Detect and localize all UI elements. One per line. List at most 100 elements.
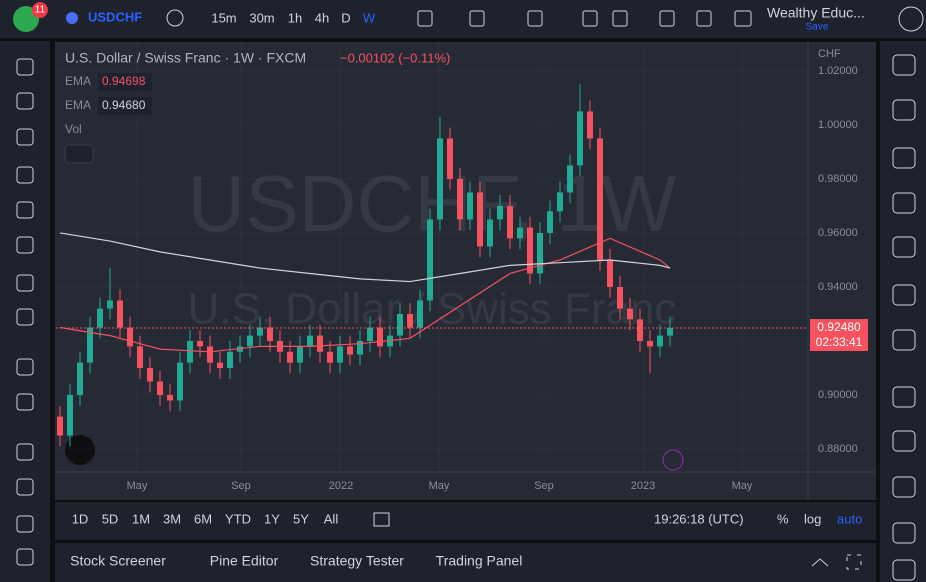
save[interactable]: Save [806, 22, 829, 33]
widget-icon[interactable] [892, 559, 916, 581]
panel-tab[interactable]: Strategy Tester [310, 553, 404, 569]
tool-icon[interactable] [16, 548, 34, 566]
timeframe[interactable]: 4h [315, 10, 329, 25]
candle-body [547, 211, 553, 233]
timeframe[interactable]: W [363, 10, 376, 25]
tool-icon[interactable] [16, 58, 34, 76]
maximize-panel[interactable] [846, 554, 862, 570]
tool-icon[interactable] [16, 92, 34, 110]
candle-body [467, 192, 473, 220]
candle-body [217, 362, 223, 369]
toolbar-icon[interactable] [696, 10, 712, 27]
candle-body [167, 395, 173, 401]
widget-icon[interactable] [892, 430, 916, 452]
candle-body [597, 138, 603, 260]
tool-icon[interactable] [16, 358, 34, 376]
candle-body [377, 327, 383, 347]
widget-icon[interactable] [892, 284, 916, 306]
range-button[interactable]: 5Y [293, 511, 309, 526]
x-tick-label: May [732, 480, 753, 492]
tool-icon[interactable] [16, 166, 34, 184]
candle-body [57, 416, 63, 436]
toolbar-icon[interactable] [527, 10, 543, 27]
panel-tab[interactable]: Trading Panel [436, 553, 523, 569]
auto-toggle[interactable]: auto [837, 511, 862, 526]
account[interactable]: Wealthy Educ... [767, 5, 865, 21]
tool-icon[interactable] [16, 308, 34, 326]
widget-icon[interactable] [892, 476, 916, 498]
candle-body [157, 381, 163, 396]
user-icon[interactable] [898, 6, 924, 32]
widget-icon[interactable] [892, 236, 916, 258]
tool-icon[interactable] [16, 443, 34, 461]
expand-panel[interactable] [811, 558, 829, 567]
toolbar-icon[interactable] [417, 10, 433, 27]
chart-pane [55, 42, 876, 500]
x-tick-label: May [127, 480, 148, 492]
ema-line [59, 232, 671, 283]
x-tick-label: May [429, 480, 450, 492]
percent-toggle[interactable]: % [777, 511, 789, 526]
tv-logo[interactable] [65, 435, 95, 465]
bottom-panel [55, 543, 876, 582]
tool-icon[interactable] [16, 274, 34, 292]
tool-icon[interactable] [16, 201, 34, 219]
log-toggle[interactable]: log [804, 511, 821, 526]
timeframe[interactable]: 1h [288, 10, 302, 25]
range-button[interactable]: All [324, 511, 339, 526]
toolbar-icon[interactable] [659, 10, 675, 27]
range-button[interactable]: 1Y [264, 511, 280, 526]
candle-body [617, 286, 623, 309]
candle-body [407, 313, 413, 328]
candle-body [287, 351, 293, 363]
layout-icon[interactable] [734, 10, 752, 27]
tool-icon[interactable] [16, 393, 34, 411]
widget-icon[interactable] [892, 329, 916, 351]
date-range-icon[interactable] [373, 512, 390, 527]
range-button[interactable]: 3M [163, 511, 181, 526]
candle-body [437, 138, 443, 220]
candle-body [247, 335, 253, 347]
widget-icon[interactable] [892, 147, 916, 169]
collapse-legend[interactable] [64, 144, 94, 164]
symbol[interactable]: USDCHF [88, 9, 142, 24]
panel-tab[interactable]: Pine Editor [210, 553, 279, 569]
toolbar-icon[interactable] [469, 10, 485, 27]
price-label: 0.92480 [817, 320, 861, 334]
tool-icon[interactable] [16, 236, 34, 254]
range-button[interactable]: 5D [102, 511, 119, 526]
tool-icon[interactable] [16, 128, 34, 146]
widget-icon[interactable] [892, 522, 916, 544]
range-button[interactable]: 1M [132, 511, 150, 526]
range-bar [55, 502, 876, 540]
candle-body [77, 362, 83, 396]
range-button[interactable]: 6M [194, 511, 212, 526]
timeframe[interactable]: 15m [211, 10, 236, 25]
x-tick-label: 2022 [329, 480, 353, 492]
candle-body [537, 232, 543, 274]
candle-body [257, 327, 263, 336]
widget-icon[interactable] [892, 386, 916, 408]
timeframe[interactable]: 30m [249, 10, 274, 25]
toolbar-icon[interactable] [612, 10, 628, 27]
toolbar-icon[interactable] [582, 10, 598, 27]
widget-icon[interactable] [892, 99, 916, 121]
range-button[interactable]: 1D [72, 511, 89, 526]
event-icon[interactable] [662, 449, 684, 471]
panel-tab[interactable]: Stock Screener [70, 553, 166, 569]
tool-icon[interactable] [16, 515, 34, 533]
tool-icon[interactable] [16, 478, 34, 496]
widget-icon[interactable] [892, 192, 916, 214]
y-tick-label: 1.00000 [818, 119, 858, 131]
timeframe[interactable]: D [341, 10, 350, 25]
candle-body [487, 219, 493, 247]
add-symbol[interactable] [166, 9, 184, 27]
badge [32, 2, 48, 18]
widget-icon[interactable] [892, 54, 916, 76]
candle-body [667, 328, 673, 336]
flag-icon [66, 12, 78, 24]
legend-change: −0.00102 (−0.11%) [340, 50, 450, 65]
candle-body [527, 227, 533, 274]
legend-value: 0.94680 [102, 98, 146, 112]
range-button[interactable]: YTD [225, 511, 251, 526]
